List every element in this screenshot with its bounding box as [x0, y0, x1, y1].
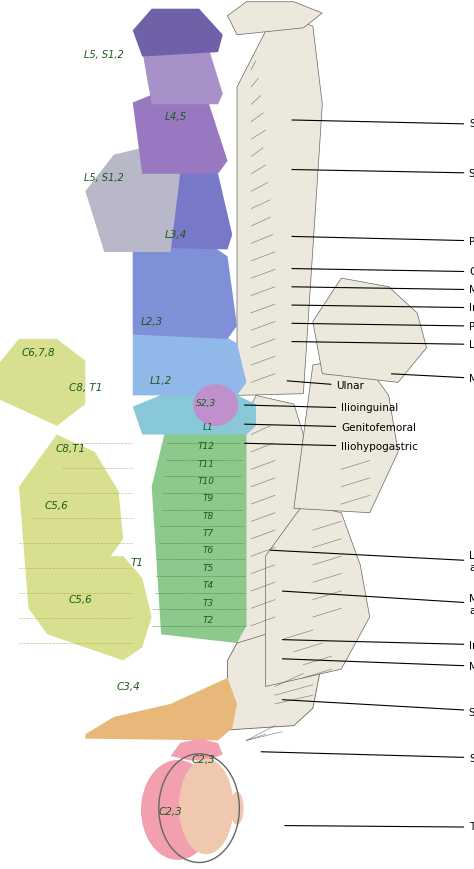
Text: T11: T11: [198, 460, 215, 468]
Text: Intermediate cutaneous: Intermediate cutaneous: [292, 303, 474, 314]
Text: Obturator: Obturator: [292, 267, 474, 277]
Text: C2,3: C2,3: [159, 806, 182, 817]
Polygon shape: [265, 504, 370, 687]
Text: Patellar plexus: Patellar plexus: [292, 236, 474, 247]
Text: Medial cutaneous: Medial cutaneous: [292, 285, 474, 295]
Text: T7: T7: [203, 529, 214, 538]
Text: C8,T1: C8,T1: [56, 444, 86, 454]
Polygon shape: [133, 9, 223, 56]
Text: T8: T8: [203, 512, 214, 521]
Text: L1: L1: [203, 423, 214, 432]
Text: Genitofemoral: Genitofemoral: [245, 422, 416, 433]
Text: Intercostobrachial: Intercostobrachial: [283, 640, 474, 651]
Text: L5, S1,2: L5, S1,2: [84, 173, 124, 183]
Text: C6,7,8: C6,7,8: [21, 348, 55, 358]
Polygon shape: [313, 278, 427, 382]
Polygon shape: [228, 2, 322, 35]
Polygon shape: [171, 739, 223, 760]
Text: Median: Median: [392, 374, 474, 384]
Text: L1,2: L1,2: [150, 375, 172, 386]
Text: T12: T12: [198, 442, 215, 451]
Text: T9: T9: [203, 494, 214, 503]
Text: Superficial fibular: Superficial fibular: [292, 169, 474, 179]
Text: S2,3: S2,3: [196, 399, 216, 408]
Ellipse shape: [179, 759, 233, 854]
Text: Ilioinguinal: Ilioinguinal: [245, 403, 399, 414]
Polygon shape: [133, 322, 246, 395]
Polygon shape: [133, 87, 228, 174]
Text: Lateral
antebrachial: Lateral antebrachial: [271, 550, 474, 573]
Text: Trigeminal: Trigeminal: [285, 822, 474, 833]
Polygon shape: [237, 13, 322, 395]
Text: T2: T2: [203, 616, 214, 625]
Text: L4,5: L4,5: [164, 112, 186, 123]
Polygon shape: [19, 434, 123, 608]
Text: Superior lateral: Superior lateral: [283, 700, 474, 718]
Polygon shape: [133, 158, 232, 249]
Text: T3: T3: [203, 599, 214, 607]
Text: T6: T6: [203, 547, 214, 555]
Polygon shape: [85, 143, 180, 252]
Text: L2,3: L2,3: [141, 316, 163, 327]
Polygon shape: [85, 678, 237, 740]
Text: Medial brachial: Medial brachial: [283, 659, 474, 673]
Text: C5,6: C5,6: [45, 501, 69, 511]
Text: T5: T5: [203, 564, 214, 573]
Text: Supraclavicular: Supraclavicular: [261, 752, 474, 764]
Polygon shape: [142, 35, 223, 104]
Polygon shape: [294, 356, 398, 513]
Text: T1: T1: [131, 558, 144, 568]
Text: Posterior cutaneous: Posterior cutaneous: [292, 322, 474, 332]
Text: C2,3: C2,3: [192, 755, 216, 766]
Text: L3,4: L3,4: [164, 230, 186, 241]
Text: C3,4: C3,4: [116, 681, 140, 692]
Polygon shape: [133, 230, 237, 339]
Text: Ulnar: Ulnar: [287, 381, 365, 391]
Polygon shape: [133, 391, 256, 434]
Text: L5, S1,2: L5, S1,2: [84, 50, 124, 60]
Ellipse shape: [141, 760, 214, 860]
Polygon shape: [28, 556, 152, 660]
Text: C5,6: C5,6: [69, 594, 92, 605]
Polygon shape: [237, 395, 303, 643]
Text: T4: T4: [203, 581, 214, 590]
Polygon shape: [152, 408, 246, 643]
Text: C8, T1: C8, T1: [69, 383, 102, 394]
Polygon shape: [0, 339, 85, 426]
Text: T10: T10: [198, 477, 215, 486]
Polygon shape: [228, 608, 322, 730]
Text: Iliohypogastric: Iliohypogastric: [245, 441, 418, 452]
Text: Lateral cutaneous: Lateral cutaneous: [292, 340, 474, 350]
Text: Medial
antebrachial: Medial antebrachial: [283, 591, 474, 615]
Ellipse shape: [193, 384, 238, 426]
Text: Sural: Sural: [292, 119, 474, 129]
Ellipse shape: [230, 792, 244, 825]
